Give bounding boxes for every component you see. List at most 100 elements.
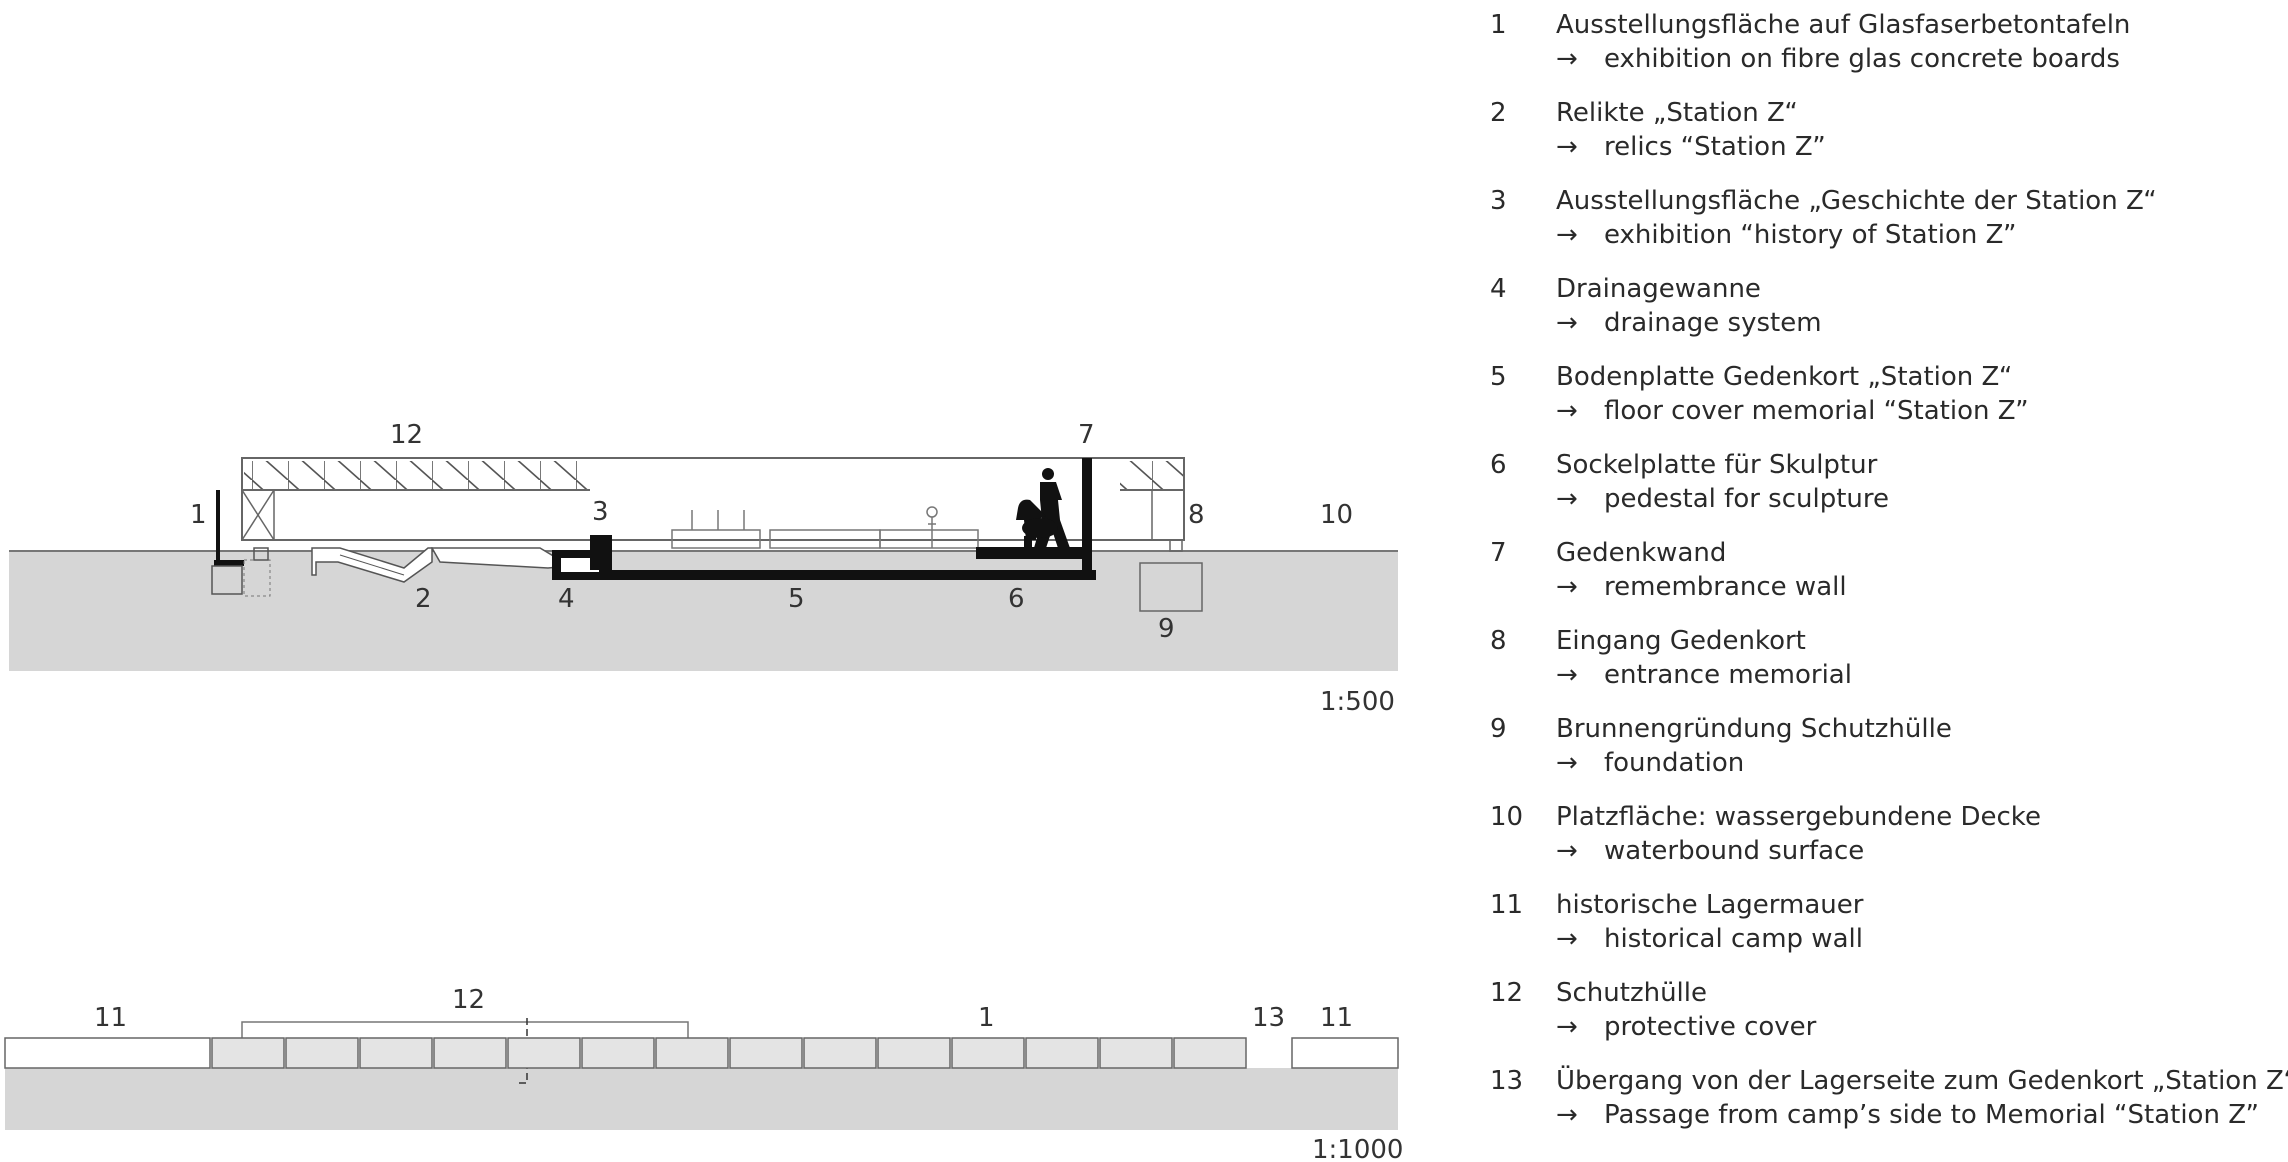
arrow-icon: → xyxy=(1556,1012,1578,1042)
legend-number: 12 xyxy=(1490,978,1524,1008)
protective-cover xyxy=(241,457,1185,552)
legend-label-de: Relikte „Station Z“ xyxy=(1556,98,1798,128)
legend-number: 13 xyxy=(1490,1066,1524,1096)
scale-lower: 1:1000 xyxy=(1312,1135,1403,1162)
legend-label-de: Drainagewanne xyxy=(1556,274,1761,304)
cut-line xyxy=(518,1018,528,1084)
legend-label-de: Sockelplatte für Skulptur xyxy=(1556,450,1878,480)
exhibition-boards xyxy=(211,490,271,597)
legend-label-en: → exhibition “history of Station Z” xyxy=(1556,218,2016,252)
legend-label-en: → historical camp wall xyxy=(1556,922,1863,956)
floor-slab xyxy=(552,535,1096,580)
legend-label-en: → protective cover xyxy=(1556,1010,1816,1044)
callout-12: 12 xyxy=(390,420,423,450)
legend-label-en-text: waterbound surface xyxy=(1604,836,1865,866)
sculpture-pedestal xyxy=(976,547,1086,559)
legend-number: 1 xyxy=(1490,10,1507,40)
legend-label-en-text: floor cover memorial “Station Z” xyxy=(1604,396,2029,426)
legend-label-en-text: historical camp wall xyxy=(1604,924,1863,954)
well-foundation xyxy=(1139,562,1203,612)
callout-1: 1 xyxy=(190,500,207,530)
callout-11-right: 11 xyxy=(1320,1003,1353,1033)
callout-10: 10 xyxy=(1320,500,1353,530)
relics-station-z xyxy=(311,547,573,583)
arrow-icon: → xyxy=(1556,572,1578,602)
lower-section: 11 12 1 13 11 1:1000 xyxy=(4,985,1403,1162)
legend-label-en: → floor cover memorial “Station Z” xyxy=(1556,394,2029,428)
callout-2: 2 xyxy=(415,584,432,614)
legend-label-en-text: foundation xyxy=(1604,748,1745,778)
legend-label-en: → drainage system xyxy=(1556,306,1822,340)
legend-item: 9 Brunnengründung Schutzhülle → foundation xyxy=(1490,712,2280,800)
legend-number: 3 xyxy=(1490,186,1507,216)
legend-label-de: Bodenplatte Gedenkort „Station Z“ xyxy=(1556,362,2013,392)
legend-label-de: Ausstellungsfläche „Geschichte der Stati… xyxy=(1556,186,2157,216)
legend-label-de: Übergang von der Lagerseite zum Gedenkor… xyxy=(1556,1066,2288,1096)
person-silhouette xyxy=(926,506,938,548)
legend-number: 6 xyxy=(1490,450,1507,480)
arrow-icon: → xyxy=(1556,748,1578,778)
legend-label-de: historische Lagermauer xyxy=(1556,890,1864,920)
legend-label-en-text: remembrance wall xyxy=(1604,572,1847,602)
callout-6: 6 xyxy=(1008,584,1025,614)
legend-label-en: → foundation xyxy=(1556,746,1744,780)
callout-1-lower: 1 xyxy=(978,1003,995,1033)
legend-number: 10 xyxy=(1490,802,1524,832)
legend-item: 1 Ausstellungsfläche auf Glasfaserbetonta… xyxy=(1490,8,2280,96)
legend-label-en: → pedestal for sculpture xyxy=(1556,482,1889,516)
callout-3: 3 xyxy=(592,497,609,527)
arrow-icon: → xyxy=(1556,132,1578,162)
arrow-icon: → xyxy=(1556,308,1578,338)
callout-7: 7 xyxy=(1078,420,1095,450)
legend-number: 8 xyxy=(1490,626,1507,656)
legend-label-de: Brunnengründung Schutzhülle xyxy=(1556,714,1952,744)
legend-label-en: → relics “Station Z” xyxy=(1556,130,1826,164)
legend-label-en: → exhibition on fibre glas concrete board… xyxy=(1556,42,2120,76)
legend: 1 Ausstellungsfläche auf Glasfaserbetonta… xyxy=(1490,8,2288,1152)
legend-label-en-text: relics “Station Z” xyxy=(1604,132,1826,162)
legend-item: 5 Bodenplatte Gedenkort „Station Z“ → floor… xyxy=(1490,360,2280,448)
legend-item: 3 Ausstellungsfläche „Geschichte der Stat… xyxy=(1490,184,2280,272)
legend-number: 9 xyxy=(1490,714,1507,744)
legend-label-en-text: exhibition on fibre glas concrete boards xyxy=(1604,44,2120,74)
section-drawing: 1 2 3 4 5 6 7 8 9 10 12 1:500 xyxy=(4,420,1403,1162)
scale-upper: 1:500 xyxy=(1320,687,1395,717)
legend-label-de: Schutzhülle xyxy=(1556,978,1707,1008)
legend-item: 6 Sockelplatte für Skulptur → pedestal for … xyxy=(1490,448,2280,536)
arrow-icon: → xyxy=(1556,44,1578,74)
upper-section: 1 2 3 4 5 6 7 8 9 10 12 1:500 xyxy=(9,420,1398,717)
legend-number: 2 xyxy=(1490,98,1507,128)
camp-wall-right xyxy=(1291,1037,1399,1069)
legend-number: 7 xyxy=(1490,538,1507,568)
callout-12-lower: 12 xyxy=(452,985,485,1015)
legend-item: 12 Schutzhülle → protective cover xyxy=(1490,976,2280,1064)
legend-label-de: Platzfläche: wassergebundene Decke xyxy=(1556,802,2041,832)
legend-label-en-text: drainage system xyxy=(1604,308,1822,338)
legend-item: 10 Platzfläche: wassergebundene Decke → wat… xyxy=(1490,800,2280,888)
legend-label-en-text: protective cover xyxy=(1604,1012,1817,1042)
legend-number: 11 xyxy=(1490,890,1524,920)
legend-label-en-text: Passage from camp’s side to Memorial “St… xyxy=(1604,1100,2260,1130)
legend-item: 7 Gedenkwand → remembrance wall xyxy=(1490,536,2280,624)
callout-11-left: 11 xyxy=(94,1003,127,1033)
arrow-icon: → xyxy=(1556,396,1578,426)
callout-5: 5 xyxy=(788,584,805,614)
callout-9: 9 xyxy=(1158,614,1175,644)
ground-lower xyxy=(5,1068,1398,1130)
boards-row xyxy=(211,1037,1247,1069)
legend-item: 8 Eingang Gedenkort → entrance memorial xyxy=(1490,624,2280,712)
legend-item: 4 Drainagewanne → drainage system xyxy=(1490,272,2280,360)
legend-number: 4 xyxy=(1490,274,1507,304)
legend-label-en: → waterbound surface xyxy=(1556,834,1864,868)
arrow-icon: → xyxy=(1556,220,1578,250)
legend-label-de: Gedenkwand xyxy=(1556,538,1727,568)
camp-wall-left xyxy=(4,1037,211,1069)
legend-item: 13 Übergang von der Lagerseite zum Gedenk… xyxy=(1490,1064,2288,1152)
legend-label-en: → Passage from camp’s side to Memorial “S… xyxy=(1556,1098,2259,1132)
remembrance-wall xyxy=(1082,458,1092,578)
arrow-icon: → xyxy=(1556,1100,1578,1130)
legend-label-de: Eingang Gedenkort xyxy=(1556,626,1806,656)
legend-item: 11 historische Lagermauer → historical camp… xyxy=(1490,888,2280,976)
arrow-icon: → xyxy=(1556,836,1578,866)
display-tables xyxy=(671,510,979,549)
